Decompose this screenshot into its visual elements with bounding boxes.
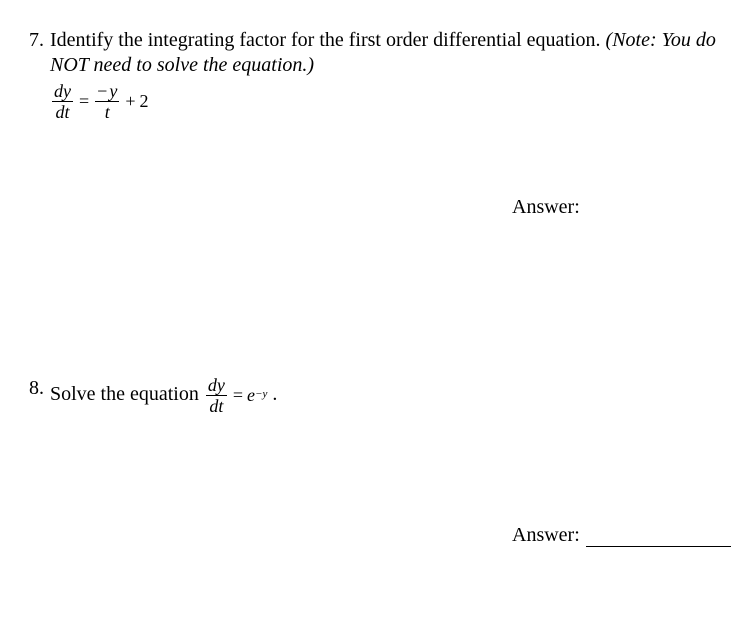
problem-7: 7. Identify the integrating factor for t… [10, 28, 721, 121]
fraction-denominator: dt [207, 396, 225, 415]
fraction-numerator: dy [52, 82, 73, 101]
problem-7-equation: dy dt = −y t + 2 [50, 82, 721, 121]
fraction-dy-dt: dy dt [52, 82, 73, 121]
problem-7-number: 7. [10, 28, 50, 53]
variable-y: y [109, 81, 117, 101]
answer-8-blank [586, 526, 731, 547]
variable-e: e [247, 384, 255, 407]
equals-sign: = [233, 384, 243, 407]
problem-7-body: Identify the integrating factor for the … [50, 28, 721, 121]
equals-sign: = [79, 90, 89, 113]
answer-8-row: Answer: [512, 524, 731, 547]
period-dot: . [272, 383, 277, 405]
fraction-denominator: t [103, 102, 112, 121]
problem-8-number: 8. [10, 376, 50, 401]
fraction-numerator: dy [206, 376, 227, 395]
constant-2: 2 [139, 90, 148, 113]
fraction-numerator: −y [95, 82, 119, 101]
answer-8-label: Answer: [512, 524, 580, 547]
fraction-neg-y-t: −y t [95, 82, 119, 121]
plus-sign: + [125, 90, 135, 113]
problem-8: 8. Solve the equation dy dt = e−y . [10, 376, 721, 415]
fraction-denominator: dt [53, 102, 71, 121]
problem-8-equation: dy dt = e−y [204, 376, 267, 415]
exponent-neg-y: −y [255, 388, 267, 402]
problem-8-body: Solve the equation dy dt = e−y . [50, 376, 721, 415]
problem-7-text: Identify the integrating factor for the … [50, 29, 606, 51]
fraction-dy-dt: dy dt [206, 376, 227, 415]
minus-sign: − [97, 81, 107, 101]
problem-8-text: Solve the equation [50, 383, 204, 405]
answer-7-label: Answer: [512, 196, 580, 219]
